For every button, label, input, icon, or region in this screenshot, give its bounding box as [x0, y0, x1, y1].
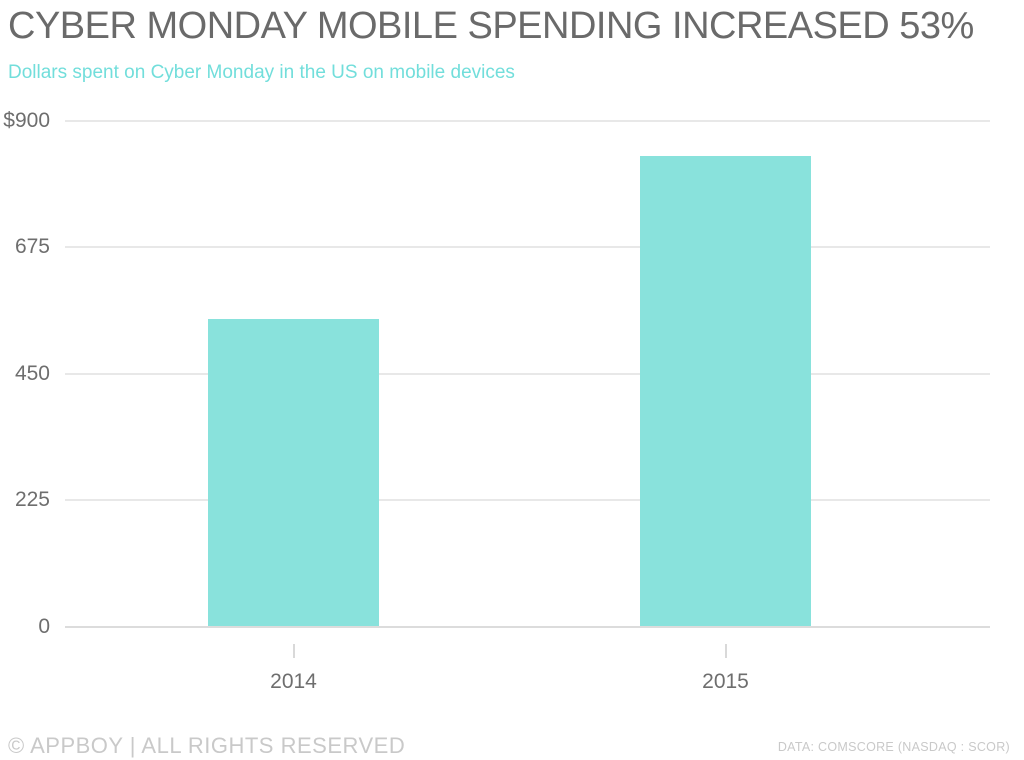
x-axis-tick-2014: [292, 644, 295, 658]
x-axis-label-2015: 2015: [702, 670, 749, 693]
y-axis-label-450: 450: [14, 361, 50, 385]
y-axis-label-0: 0: [38, 614, 50, 638]
gridline-450: [65, 372, 990, 375]
bar-2014: [208, 318, 379, 627]
y-axis-label-225: 225: [14, 488, 50, 512]
y-axis-label-900: $900: [3, 109, 50, 132]
gridline-675: [65, 246, 990, 249]
bar-2015: [640, 155, 811, 627]
footer-data-source: DATA: COMSCORE (NASDAQ : SCOR): [777, 740, 1010, 754]
y-axis-label-675: 675: [14, 235, 50, 259]
page-title: CYBER MONDAY MOBILE SPENDING INCREASED 5…: [8, 5, 974, 47]
page-subtitle: Dollars spent on Cyber Monday in the US …: [8, 62, 515, 83]
gridline-0: [65, 625, 990, 628]
gridline-900: [65, 120, 990, 122]
x-axis-tick-2015: [724, 644, 727, 658]
footer-copyright: © APPBOY | ALL RIGHTS RESERVED: [8, 733, 406, 758]
gridline-225: [65, 499, 990, 502]
x-axis-label-2014: 2014: [270, 670, 317, 693]
